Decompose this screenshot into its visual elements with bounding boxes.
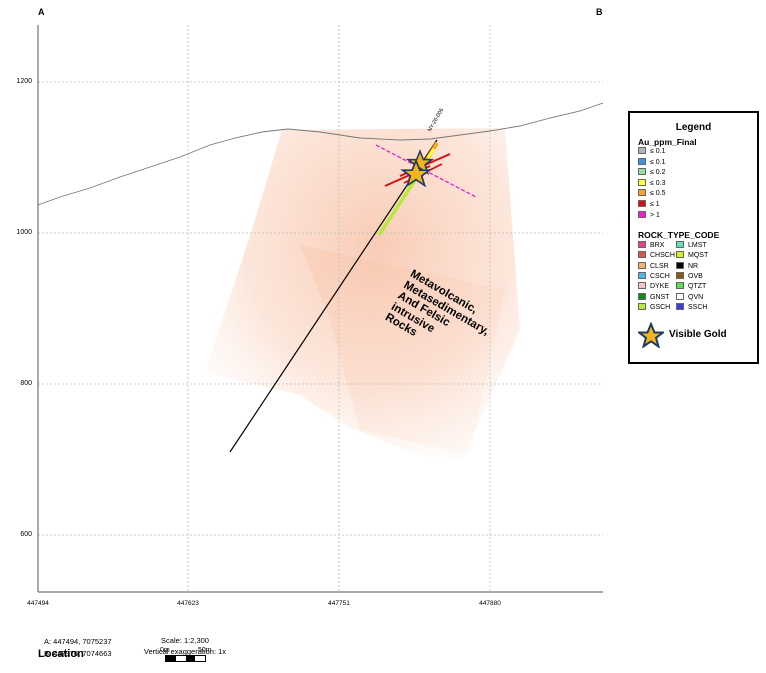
legend-item: CHSCH — [638, 251, 675, 260]
legend-item: > 1 — [638, 210, 660, 220]
legend-swatch — [676, 251, 684, 259]
legend-item-label: CSCH — [650, 272, 670, 280]
scalebar-end-label: 50m — [198, 647, 212, 654]
legend-swatch — [638, 147, 646, 154]
legend-item: OVB — [676, 271, 703, 281]
assay-interval-yellow — [426, 148, 436, 159]
location-title: Location — [38, 648, 84, 660]
legend-item: LMST — [676, 241, 707, 250]
y-tick-label: 600 — [20, 531, 32, 538]
legend-swatch — [638, 241, 646, 248]
legend-swatch — [638, 292, 646, 300]
legend-item: ≤ 0.3 — [638, 178, 666, 188]
location-point-a: A: 447494, 7075237 — [44, 637, 112, 646]
legend-item-label: > 1 — [650, 211, 660, 219]
lithology-halo-lower — [300, 245, 505, 455]
legend-item-label: CHSCH — [650, 252, 675, 260]
legend-item-label: MQST — [688, 252, 709, 260]
legend-swatch — [638, 168, 646, 176]
legend-item-label: CLSR — [650, 262, 669, 270]
legend-swatch — [676, 302, 684, 310]
x-tick-label: 447880 — [479, 600, 501, 607]
visible-gold-star-icon — [638, 322, 664, 348]
legend-item: MQST — [676, 251, 708, 260]
legend-item-label: SSCH — [688, 303, 708, 311]
legend-item: GSCH — [638, 302, 671, 312]
section-end-label: B — [596, 7, 603, 17]
grid — [38, 25, 603, 592]
legend-swatch — [638, 282, 646, 290]
topography-line — [37, 102, 604, 206]
legend-item-label: DYKE — [650, 283, 670, 291]
legend-swatch — [638, 157, 646, 165]
legend-swatch — [676, 261, 684, 269]
legend-title: Legend — [675, 122, 712, 133]
legend-item-label: ≤ 0.2 — [650, 169, 666, 177]
legend-item: GNST — [638, 292, 670, 302]
legend-item-label: GNST — [650, 293, 670, 301]
drillhole-trace — [229, 139, 438, 453]
x-tick-label: 447494 — [27, 600, 49, 607]
scale-text: Scale: 1:2,300 — [161, 636, 209, 645]
legend-item: QTZT — [676, 282, 706, 291]
legend-swatch — [638, 271, 646, 279]
legend-swatch — [676, 271, 684, 279]
legend-item: ≤ 0.1 — [638, 157, 666, 167]
vertical-exaggeration-text: Vertical exaggeration: 1x — [143, 647, 227, 656]
y-tick-label: 1000 — [16, 229, 32, 236]
legend-swatch — [676, 282, 684, 290]
x-tick-label: 447623 — [177, 600, 199, 607]
section-start-label: A — [38, 7, 45, 17]
legend-item-label: GSCH — [650, 303, 671, 311]
legend-item: ≤ 1 — [638, 200, 660, 209]
legend-item-label: ≤ 0.3 — [650, 179, 666, 187]
legend-item-label: NR — [688, 262, 699, 270]
legend-item: CSCH — [638, 271, 670, 281]
legend-swatch — [638, 200, 646, 207]
legend-item-label: QVN — [688, 293, 704, 301]
legend-item: CLSR — [638, 261, 669, 271]
legend-swatch — [676, 292, 684, 300]
legend-item-label: BRX — [650, 242, 665, 249]
y-tick-label: 800 — [20, 380, 32, 387]
legend-item: ≤ 0.1 — [638, 147, 666, 156]
y-tick-label: 1200 — [16, 78, 32, 85]
legend-item-label: ≤ 0.5 — [650, 190, 666, 198]
rock-legend-heading: ROCK_TYPE_CODE — [638, 230, 720, 240]
legend-item: ≤ 0.2 — [638, 168, 666, 177]
legend-swatch — [638, 189, 646, 197]
legend-item-label: OVB — [688, 272, 703, 280]
legend-item: NR — [676, 261, 699, 271]
legend-item-label: LMST — [688, 242, 707, 249]
visible-gold-star — [400, 149, 435, 188]
legend-swatch — [638, 261, 646, 269]
au-legend-heading: Au_ppm_Final — [638, 137, 697, 147]
legend-item-label: ≤ 0.1 — [650, 158, 666, 166]
legend-swatch — [638, 210, 646, 218]
legend-item: BRX — [638, 241, 664, 250]
x-tick-label: 447751 — [328, 600, 350, 607]
location-point-b: B: 447976, 7074663 — [44, 649, 112, 658]
legend-swatch — [638, 302, 646, 310]
legend-panel: Legend Au_ppm_Final ≤ 0.1 ≤ 0.1 ≤ 0.2 ≤ 0.3… — [628, 111, 759, 364]
legend-item: QVN — [676, 292, 704, 302]
legend-swatch — [676, 241, 684, 248]
legend-item-label: ≤ 0.1 — [650, 148, 666, 155]
legend-item: ≤ 0.5 — [638, 189, 666, 198]
legend-item: DYKE — [638, 282, 669, 291]
legend-item-label: QTZT — [688, 283, 707, 291]
visible-gold-label: Visible Gold — [669, 329, 727, 340]
scalebar — [165, 655, 206, 662]
scalebar-start-label: 0m — [160, 647, 170, 654]
legend-swatch — [638, 251, 646, 259]
legend-item-label: ≤ 1 — [650, 201, 660, 208]
legend-swatch — [638, 178, 646, 186]
legend-item: SSCH — [676, 302, 708, 312]
